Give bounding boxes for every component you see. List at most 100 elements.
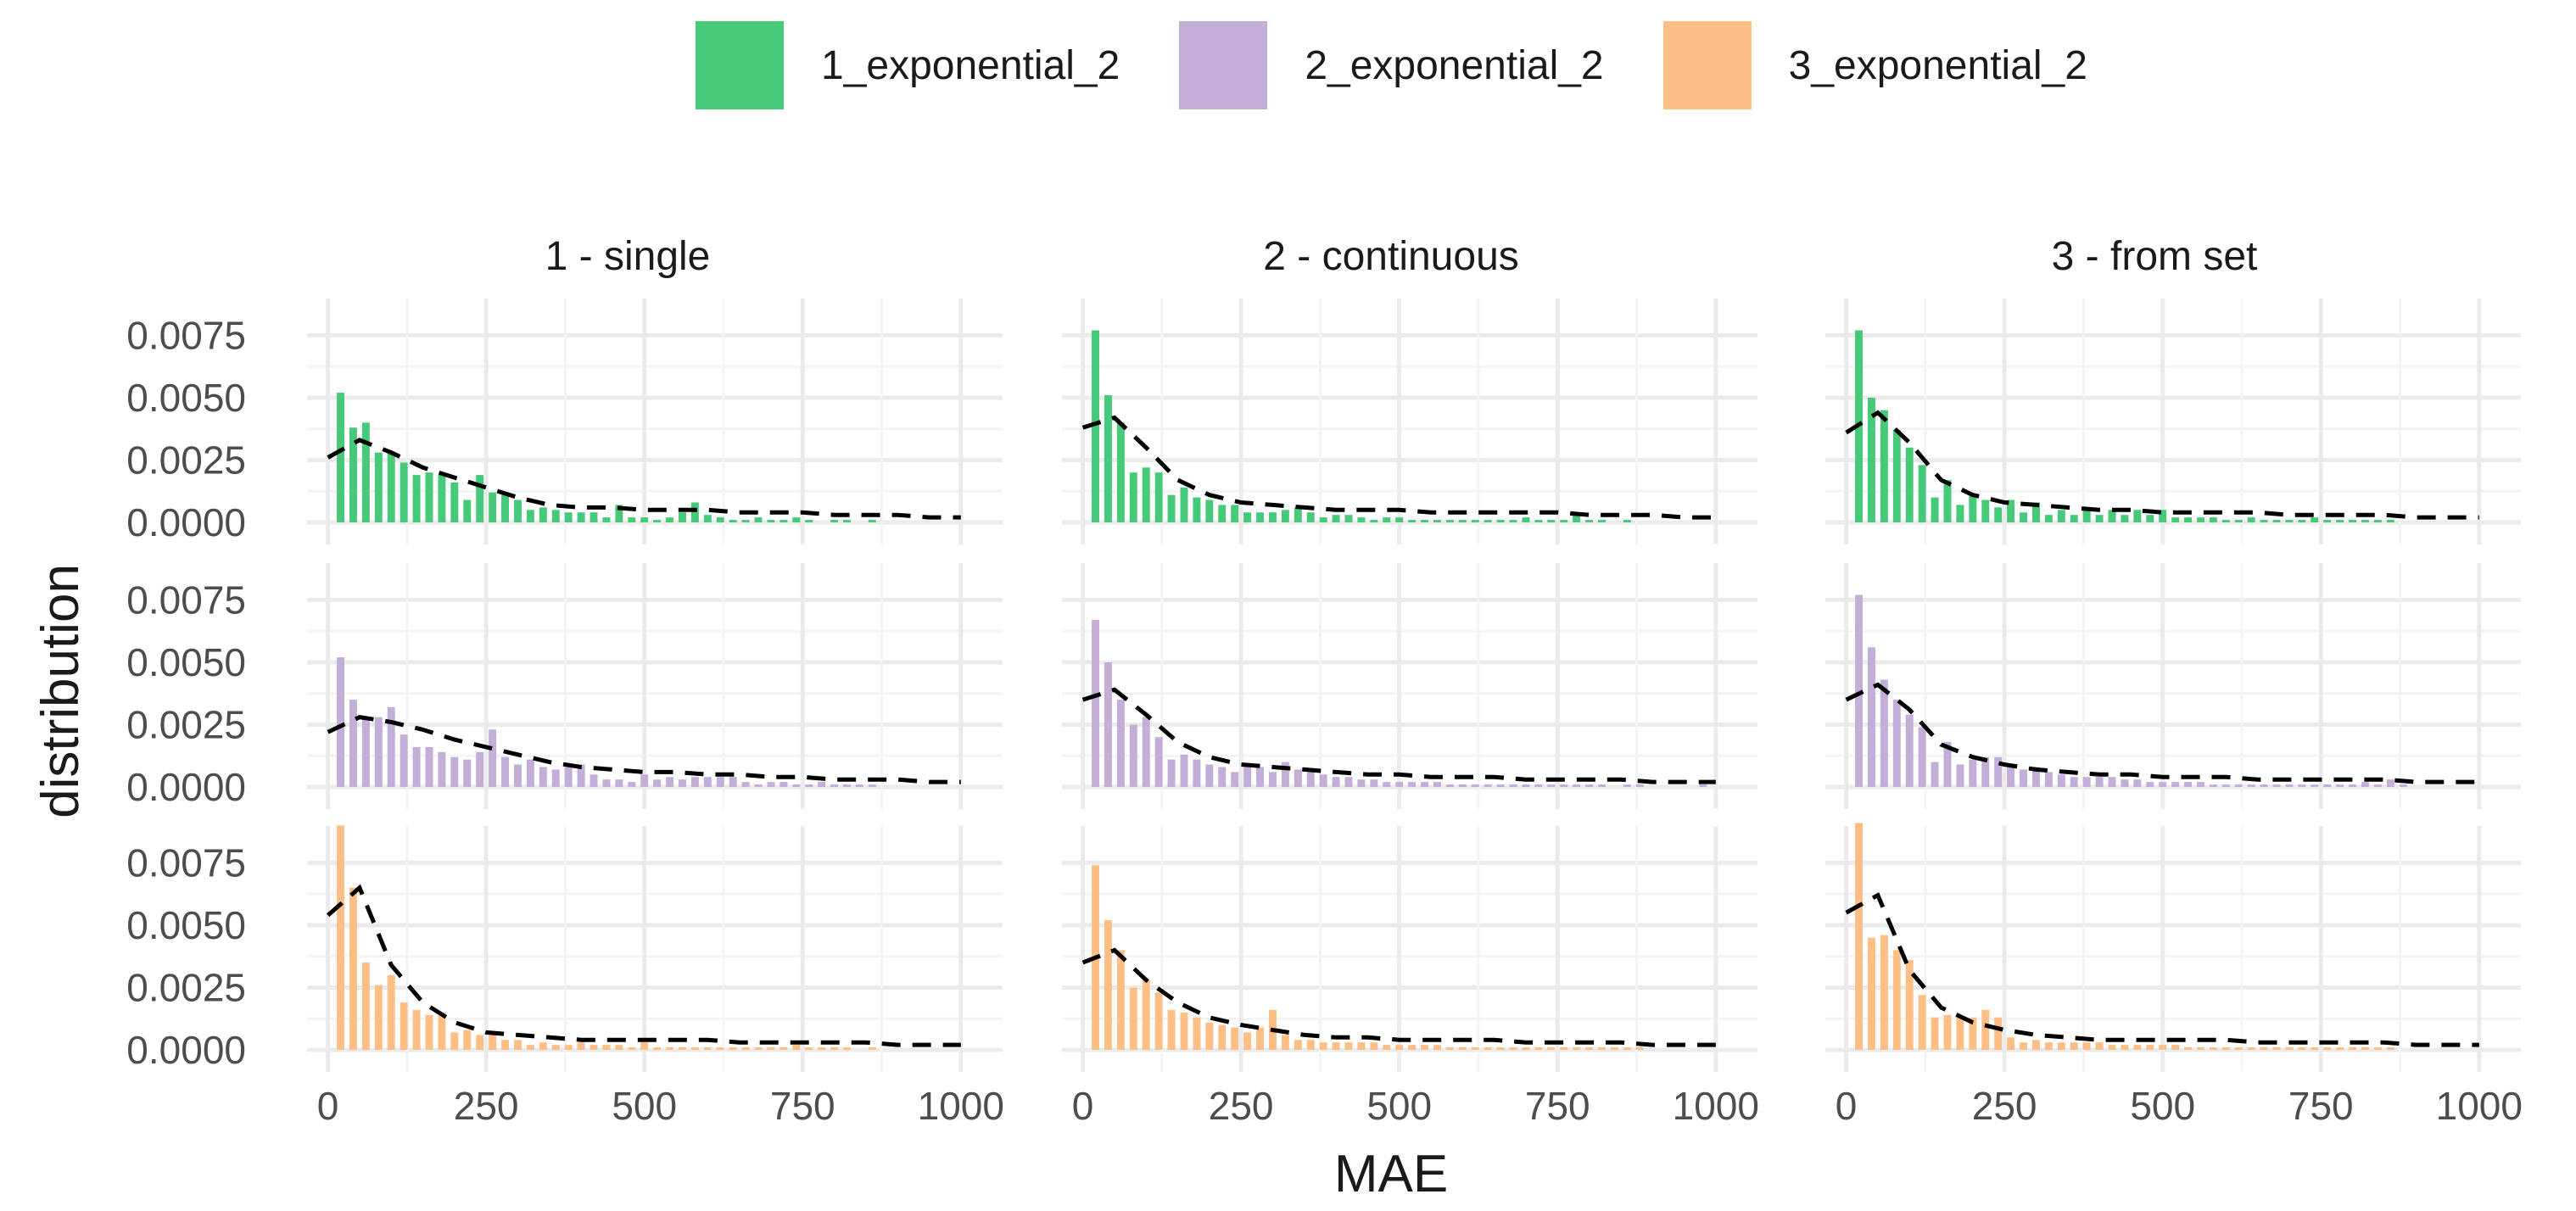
histogram-bar	[1496, 1047, 1505, 1050]
x-tick-label: 1000	[1673, 1084, 1759, 1128]
histogram-bar	[1880, 935, 1888, 1050]
histogram-bar	[2196, 517, 2204, 522]
histogram-bar	[2095, 1042, 2104, 1050]
histogram-bar	[690, 502, 699, 522]
density-layer	[326, 410, 2479, 1047]
histogram-bar	[1370, 1042, 1378, 1050]
histogram-bar	[602, 779, 611, 787]
histogram-bar	[1243, 767, 1252, 787]
histogram-bar	[1104, 395, 1112, 522]
histogram-bar	[741, 520, 750, 522]
histogram-bar	[1319, 517, 1327, 522]
histogram-bar	[476, 1035, 484, 1050]
histogram-bar	[2121, 1045, 2129, 1050]
histogram-bar	[1573, 784, 1581, 787]
histogram-bar	[1981, 756, 1990, 787]
histogram-bar	[1585, 1047, 1594, 1050]
histogram-bar	[1116, 950, 1125, 1050]
histogram-bar	[1332, 515, 1340, 522]
histogram-bar	[1433, 1045, 1441, 1050]
histogram-bar	[1496, 784, 1505, 787]
histogram-bar	[1281, 510, 1289, 522]
y-axis-title: distribution	[31, 564, 90, 818]
histogram-bar	[1509, 784, 1517, 787]
histogram-bar	[2285, 1047, 2294, 1050]
histogram-bar	[2196, 1047, 2204, 1050]
x-tick-label: 500	[1366, 1084, 1432, 1128]
histogram-bar	[818, 782, 826, 787]
histogram-bar	[1867, 397, 1875, 522]
histogram-bar	[1408, 520, 1417, 522]
histogram-bar	[653, 779, 662, 787]
histogram-bar	[590, 774, 598, 787]
histogram-bar	[602, 1045, 611, 1050]
histogram-bar	[1855, 594, 1864, 787]
histogram-bar	[337, 825, 345, 1050]
histogram-bar	[1294, 1040, 1302, 1050]
histogram-bar	[1408, 782, 1417, 787]
histogram-bar	[1471, 520, 1479, 522]
histogram-bar	[1458, 784, 1467, 787]
histogram-bar	[2184, 782, 2193, 787]
histogram-bar	[564, 512, 573, 522]
histogram-bar	[1855, 823, 1864, 1050]
histogram-bar	[1281, 762, 1289, 787]
histogram-bar	[1344, 1042, 1353, 1050]
histogram-bar	[1154, 472, 1163, 522]
histogram-bar	[805, 784, 813, 787]
histogram-bar	[526, 1045, 534, 1050]
y-tick-label: 0.0050	[126, 640, 246, 684]
histogram-bar	[690, 777, 699, 787]
histogram-bar	[2159, 782, 2167, 787]
histogram-bar	[2095, 515, 2104, 522]
histogram-bar	[1383, 1045, 1391, 1050]
histogram-bar	[1484, 1047, 1492, 1050]
histogram-bar	[653, 520, 662, 522]
histogram-bar	[1496, 520, 1505, 522]
histogram-bar	[855, 784, 863, 787]
histogram-bar	[1931, 1017, 1939, 1050]
histogram-bar	[2260, 784, 2268, 787]
legend-label-2: 2_exponential_2	[1305, 42, 1604, 88]
histogram-bar	[1892, 700, 1901, 787]
y-tick-label: 0.0050	[126, 903, 246, 947]
histogram-bar	[2184, 1047, 2193, 1050]
histogram-bar	[2146, 515, 2154, 522]
histogram-bar	[1880, 410, 1888, 522]
histogram-bar	[666, 777, 674, 787]
histogram-bar	[1218, 767, 1227, 787]
histogram-bar	[1167, 1009, 1176, 1050]
histogram-bar	[792, 517, 801, 522]
histogram-bar	[438, 475, 446, 522]
x-tick-label: 0	[1072, 1084, 1094, 1128]
histogram-bar	[387, 706, 395, 787]
histogram-bar	[513, 1040, 522, 1050]
histogram-bar	[1268, 772, 1277, 787]
histogram-bar	[513, 764, 522, 787]
histogram-bar	[1471, 784, 1479, 787]
histogram-bar	[1509, 1047, 1517, 1050]
histogram-bar	[2020, 512, 2028, 522]
legend-label-1: 1_exponential_2	[821, 42, 1120, 88]
histogram-bar	[551, 510, 560, 522]
histogram-bar	[412, 1009, 421, 1050]
histogram-bar	[628, 517, 636, 522]
histogram-bar	[476, 751, 484, 787]
histogram-bar	[2171, 1045, 2180, 1050]
x-tick-label: 1000	[2436, 1084, 2523, 1128]
y-tick-label: 0.0000	[126, 1028, 246, 1072]
histogram-bar	[1522, 784, 1530, 787]
histogram-bar	[868, 520, 876, 522]
histogram-bar	[1931, 762, 1939, 787]
histogram-bar	[1867, 647, 1875, 787]
histogram-bar	[1956, 1017, 1964, 1050]
histogram-bar	[640, 517, 649, 522]
histogram-bar	[1610, 1047, 1618, 1050]
histogram-bar	[2373, 520, 2382, 522]
histogram-bar	[1445, 1047, 1454, 1050]
histogram-bar	[1598, 1047, 1606, 1050]
histogram-bar	[489, 492, 497, 522]
histogram-bar	[2031, 767, 2040, 787]
histogram-bar	[2057, 1042, 2065, 1050]
